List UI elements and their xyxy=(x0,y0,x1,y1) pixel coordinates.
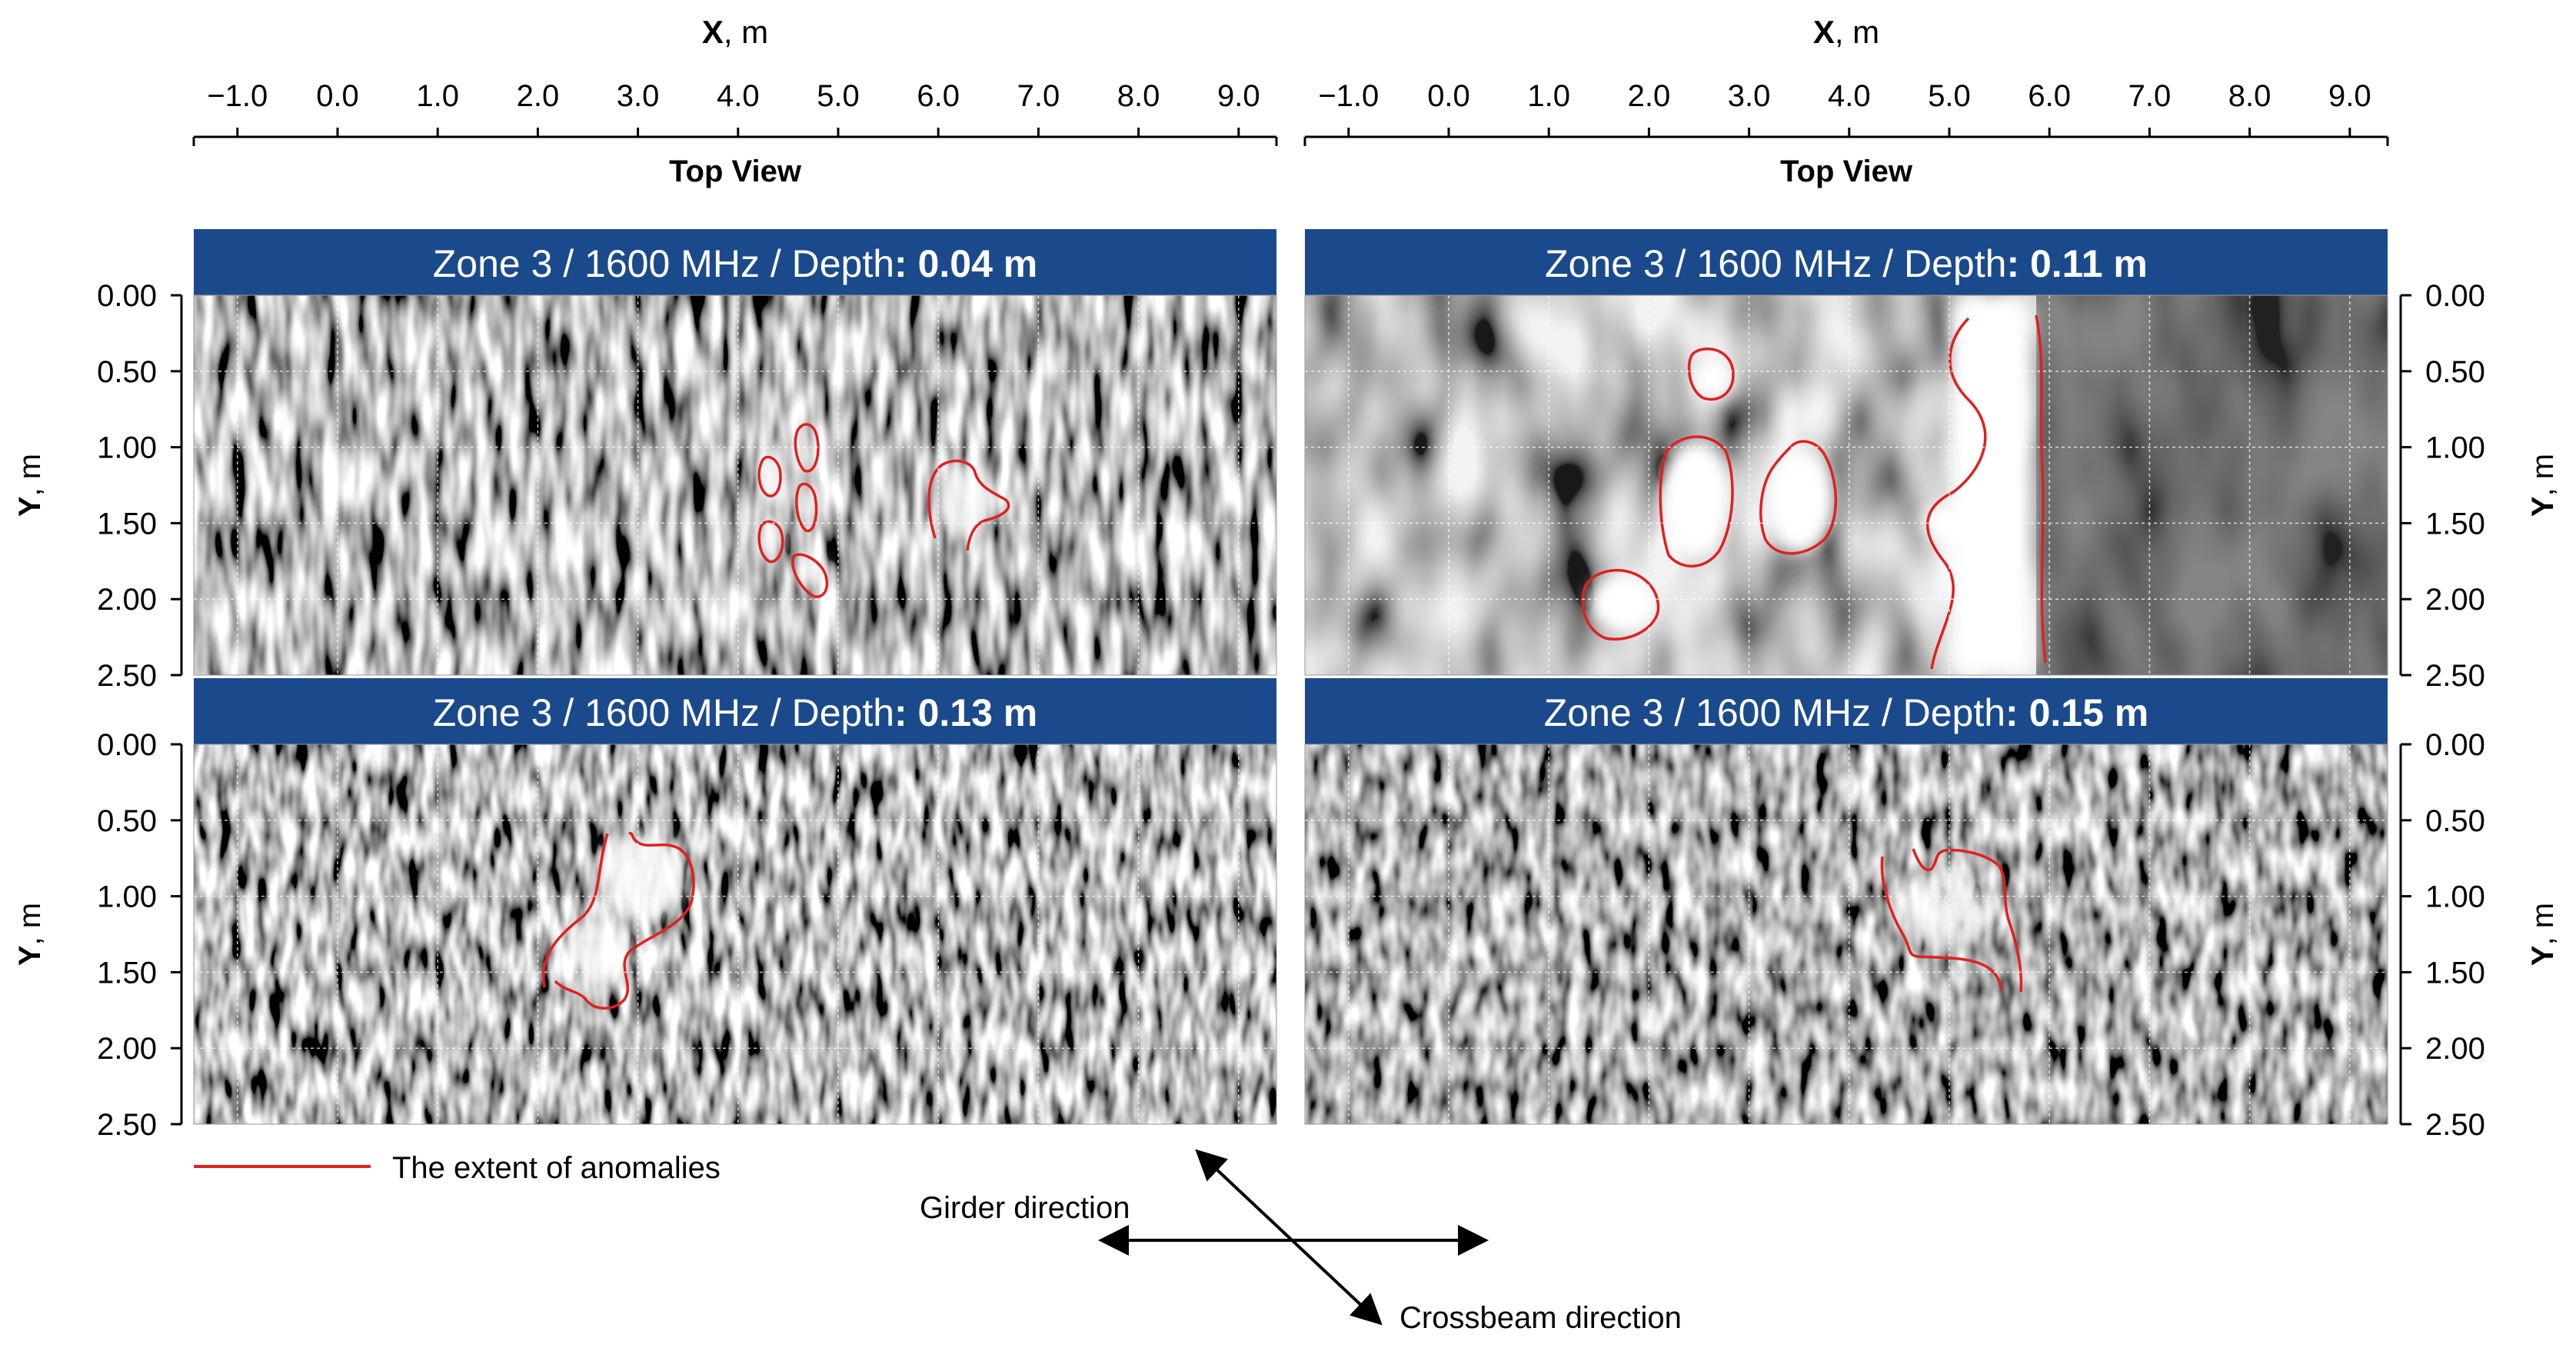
gpr-image xyxy=(1305,744,2388,1124)
direction-diagram: Girder direction Crossbeam direction xyxy=(920,1149,1682,1335)
top-view-label-right: Top View xyxy=(1780,155,1913,188)
y-tick-label: 2.50 xyxy=(97,1108,157,1142)
x-tick-label: 1.0 xyxy=(1527,79,1570,113)
panel-title-bar xyxy=(194,229,1276,295)
legend-label: The extent of anomalies xyxy=(392,1151,721,1185)
panel-title: Zone 3 / 1600 MHz / Depth: 0.15 m xyxy=(1544,691,2149,734)
y-tick-label: 2.50 xyxy=(97,659,157,693)
top-axis-left: X, m −1.0 0.0 1.0 2.0 3.0 4.0 5.0 6.0 7.0 8.0 9.0 … xyxy=(192,14,1278,188)
y-tick-label: 1.50 xyxy=(97,507,157,541)
y-tick-label: 1.00 xyxy=(97,431,157,465)
panel-depth-015: Zone 3 / 1600 MHz / Depth: 0.15 m xyxy=(1304,678,2388,1125)
y-tick-label: 0.50 xyxy=(2425,804,2485,838)
x-axis-title-right: X, m xyxy=(1813,14,1879,50)
y-tick-label: 2.00 xyxy=(97,583,157,617)
x-tick-label: 5.0 xyxy=(817,79,860,113)
panel-title: Zone 3 / 1600 MHz / Depth: 0.04 m xyxy=(433,242,1038,285)
y-axis-right-bottom: 0.00 0.50 1.00 1.50 2.00 2.50 Y, m xyxy=(2399,728,2560,1142)
y-tick-label: 1.50 xyxy=(2425,956,2485,990)
gpr-image xyxy=(194,295,1276,675)
y-tick-label: 0.00 xyxy=(2425,728,2485,762)
x-tick-label: 8.0 xyxy=(2228,79,2271,113)
y-axis-title: Y, m xyxy=(2526,903,2560,966)
anomaly-outlines xyxy=(1581,314,2047,670)
y-tick-label: 2.50 xyxy=(2425,659,2485,693)
x-tick-label: 4.0 xyxy=(717,79,760,113)
panel-title-bar xyxy=(1305,229,2388,295)
y-axis-title: Y, m xyxy=(2526,454,2560,517)
x-tick-label: 3.0 xyxy=(1728,79,1771,113)
y-tick-label: 0.50 xyxy=(97,804,157,838)
legend: The extent of anomalies xyxy=(194,1151,721,1185)
y-tick-label: 0.50 xyxy=(97,355,157,389)
panel-title-bar xyxy=(194,678,1276,744)
x-tick-label: −1.0 xyxy=(1318,79,1379,113)
y-axis-left-bottom: 0.00 0.50 1.00 1.50 2.00 2.50 Y, m xyxy=(13,728,183,1142)
y-tick-label: 1.50 xyxy=(97,956,157,990)
y-tick-label: 0.50 xyxy=(2425,355,2485,389)
panel-title-bar xyxy=(1305,678,2388,744)
x-tick-label: 9.0 xyxy=(2328,79,2371,113)
y-tick-label: 0.00 xyxy=(2425,279,2485,313)
panel-gridlines xyxy=(194,295,1276,675)
y-tick-label: 2.00 xyxy=(2425,583,2485,617)
anomaly-outlines xyxy=(757,423,1010,598)
panel-gridlines xyxy=(1305,744,2388,1124)
panel-title: Zone 3 / 1600 MHz / Depth: 0.13 m xyxy=(433,691,1038,734)
y-tick-label: 1.00 xyxy=(2425,431,2485,465)
y-tick-label: 1.50 xyxy=(2425,507,2485,541)
x-tick-label: 1.0 xyxy=(416,79,459,113)
x-tick-label: 9.0 xyxy=(1217,79,1260,113)
x-tick-label: 0.0 xyxy=(1427,79,1470,113)
y-axis-right-top: 0.00 0.50 1.00 1.50 2.00 2.50 Y, m xyxy=(2399,279,2560,693)
gpr-image xyxy=(194,744,1276,1124)
y-axis-title: Y, m xyxy=(13,903,47,966)
x-tick-label: 7.0 xyxy=(1017,79,1060,113)
y-tick-label: 1.00 xyxy=(97,880,157,914)
x-tick-label: −1.0 xyxy=(207,79,268,113)
panel-gridlines xyxy=(194,744,1276,1124)
top-view-label-left: Top View xyxy=(669,155,802,188)
gpr-image xyxy=(1305,295,2388,675)
y-tick-label: 0.00 xyxy=(97,279,157,313)
y-tick-label: 2.00 xyxy=(2425,1032,2485,1066)
x-tick-label: 6.0 xyxy=(917,79,960,113)
crossbeam-direction-label: Crossbeam direction xyxy=(1399,1301,1682,1335)
panel-title: Zone 3 / 1600 MHz / Depth: 0.11 m xyxy=(1545,242,2148,285)
y-axis-left-top: 0.00 0.50 1.00 1.50 2.00 2.50 Y, m xyxy=(13,279,183,693)
x-tick-label: 8.0 xyxy=(1117,79,1160,113)
anomaly-outlines xyxy=(541,831,695,1010)
x-tick-label: 2.0 xyxy=(517,79,560,113)
panel-gridlines xyxy=(1305,295,2388,675)
x-tick-label: 4.0 xyxy=(1828,79,1871,113)
x-tick-label: 2.0 xyxy=(1628,79,1671,113)
x-tick-label: 0.0 xyxy=(316,79,359,113)
anomaly-outlines xyxy=(1880,848,2023,993)
x-tick-label: 7.0 xyxy=(2128,79,2172,113)
y-tick-label: 0.00 xyxy=(97,728,157,762)
girder-direction-label: Girder direction xyxy=(920,1191,1130,1225)
x-tick-label: 5.0 xyxy=(1928,79,1971,113)
x-tick-label: 6.0 xyxy=(2028,79,2071,113)
panel-depth-011: Zone 3 / 1600 MHz / Depth: 0.11 m xyxy=(1304,229,2388,676)
y-tick-label: 2.00 xyxy=(97,1032,157,1066)
panel-depth-004: Zone 3 / 1600 MHz / Depth: 0.04 m xyxy=(193,229,1277,676)
y-tick-label: 1.00 xyxy=(2425,880,2485,914)
x-axis-title-left: X, m xyxy=(702,14,768,50)
top-axis-right: X, m −1.0 0.0 1.0 2.0 3.0 4.0 5.0 6.0 7.0 8.0 9.0 … xyxy=(1303,14,2389,188)
panel-depth-013: Zone 3 / 1600 MHz / Depth: 0.13 m xyxy=(193,678,1277,1125)
x-tick-label: 3.0 xyxy=(617,79,660,113)
y-tick-label: 2.50 xyxy=(2425,1108,2485,1142)
crossbeam-direction-arrow xyxy=(1195,1149,1383,1326)
y-axis-title: Y, m xyxy=(13,454,47,517)
